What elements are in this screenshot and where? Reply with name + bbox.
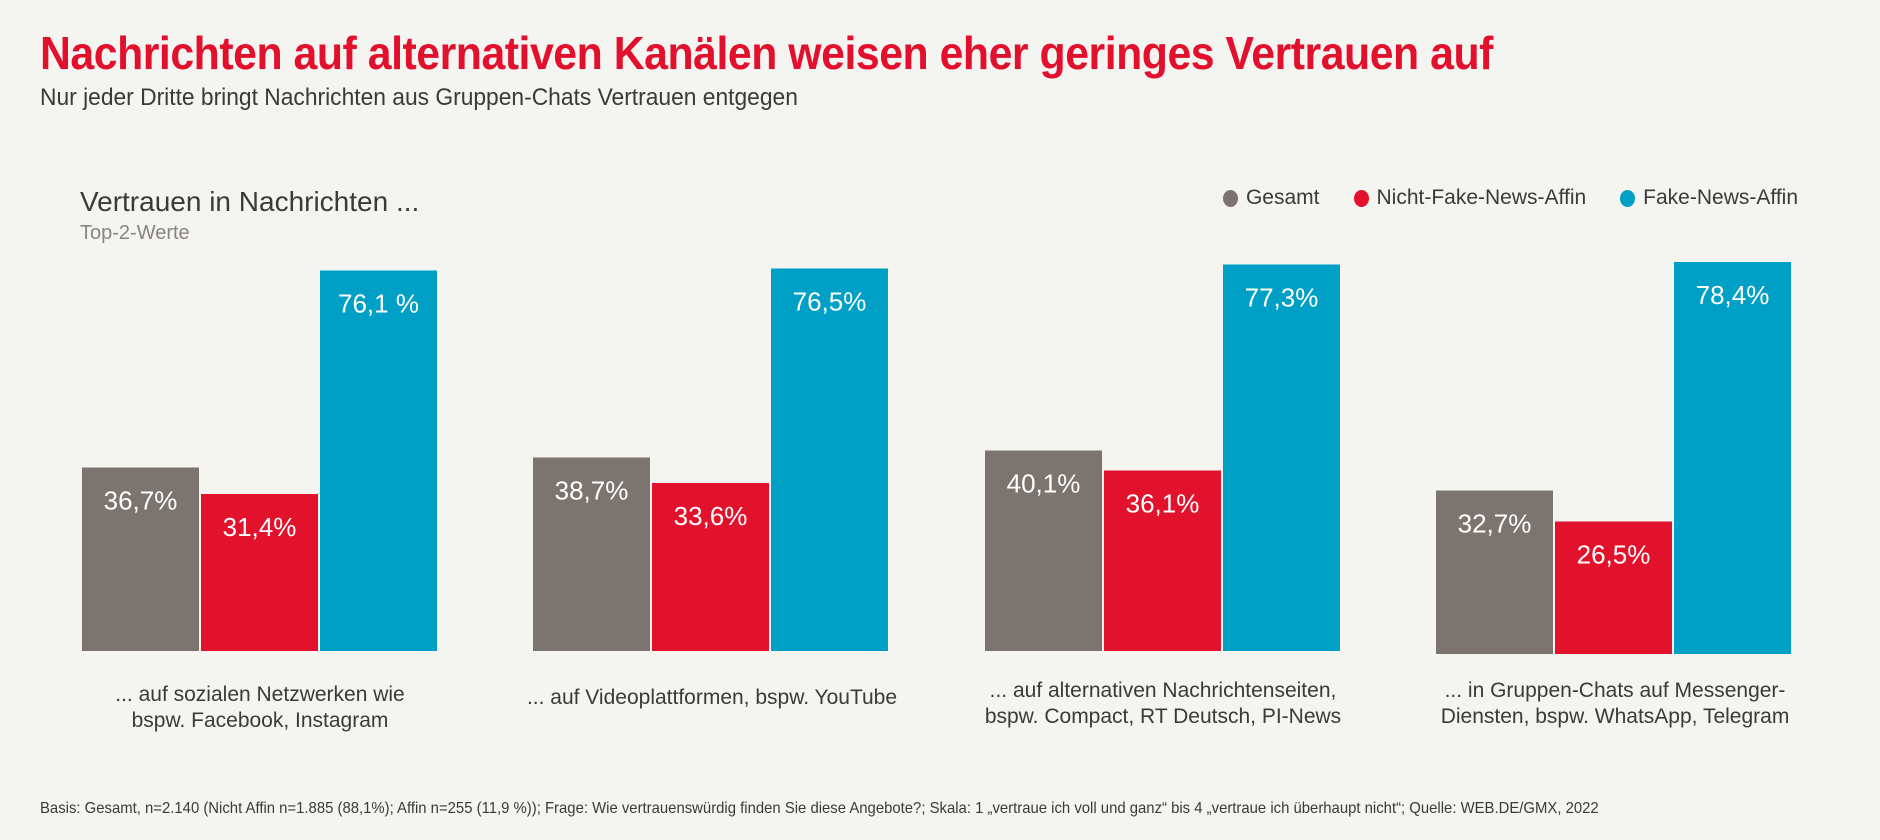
bar xyxy=(201,494,318,651)
footnote: Basis: Gesamt, n=2.140 (Nicht Affin n=1.… xyxy=(40,800,1599,817)
bar xyxy=(320,270,437,651)
legend-item-gesamt: Gesamt xyxy=(1222,186,1320,210)
data-label: 78,4% xyxy=(1696,280,1770,310)
chart-subtitle: Top-2-Werte xyxy=(80,222,190,244)
bar-group: 32,7% 26,5% 78,4% xyxy=(1436,262,1791,654)
data-label: 40,1% xyxy=(1007,469,1081,499)
legend-dot-icon xyxy=(1353,189,1369,207)
category-label: ... auf Videoplattformen, bspw. YouTube xyxy=(526,686,898,709)
page-title: Nachrichten auf alternativen Kanälen wei… xyxy=(40,27,1493,79)
bar xyxy=(1223,264,1340,651)
bar xyxy=(1555,521,1672,654)
data-label: 32,7% xyxy=(1458,509,1532,539)
bar xyxy=(985,450,1102,651)
bar-group: 36,7% 31,4% 76,1 % xyxy=(82,270,437,651)
bar xyxy=(82,467,199,651)
category-label: ... auf sozialen Netzwerken wie bspw. Fa… xyxy=(115,683,405,732)
data-label: 31,4% xyxy=(223,512,297,542)
legend-dot-icon xyxy=(1620,189,1636,207)
bar-group: 38,7% 33,6% 76,5% xyxy=(533,268,888,651)
data-label: 76,1 % xyxy=(338,289,419,319)
bar xyxy=(1436,490,1553,654)
data-label: 36,7% xyxy=(104,486,178,516)
bar xyxy=(1674,262,1791,654)
data-label: 38,7% xyxy=(555,476,629,506)
category-label: ... auf alternativen Nachrichtenseiten, … xyxy=(984,679,1342,728)
legend-label: Fake-News-Affin xyxy=(1643,186,1798,209)
data-label: 77,3% xyxy=(1245,283,1319,313)
legend-label: Nicht-Fake-News-Affin xyxy=(1376,186,1587,209)
data-label: 76,5% xyxy=(793,287,867,317)
bar xyxy=(1104,470,1221,651)
data-label: 33,6% xyxy=(674,501,748,531)
legend: Gesamt Nicht-Fake-News-Affin Fake-News-A… xyxy=(1222,186,1798,210)
category-label: ... in Gruppen-Chats auf Messenger- Dien… xyxy=(1440,679,1790,728)
bar-group: 40,1% 36,1% 77,3% xyxy=(985,264,1340,651)
legend-label: Gesamt xyxy=(1245,186,1320,209)
bar xyxy=(652,483,769,651)
legend-dot-icon xyxy=(1222,189,1238,207)
bar xyxy=(533,457,650,651)
data-label: 36,1% xyxy=(1126,489,1200,519)
data-label: 26,5% xyxy=(1577,540,1651,570)
legend-item-nicht-fake-news-affin: Nicht-Fake-News-Affin xyxy=(1353,186,1587,210)
legend-item-fake-news-affin: Fake-News-Affin xyxy=(1620,186,1798,210)
chart-title: Vertrauen in Nachrichten ... xyxy=(80,186,420,217)
page-subtitle: Nur jeder Dritte bringt Nachrichten aus … xyxy=(40,84,798,111)
bar xyxy=(771,268,888,651)
